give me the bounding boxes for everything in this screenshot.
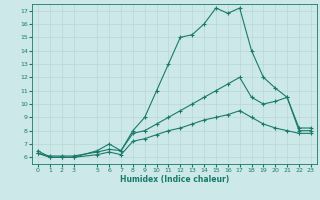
X-axis label: Humidex (Indice chaleur): Humidex (Indice chaleur) [120, 175, 229, 184]
